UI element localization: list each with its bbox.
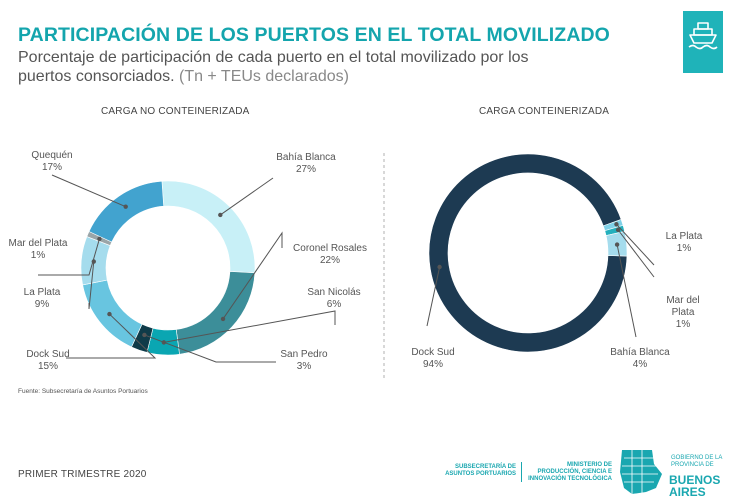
left-label-san-nicolas: San Nicolás	[307, 287, 360, 298]
left-value-coronel-rosales: 22%	[320, 255, 340, 266]
left-label-san-pedro: San Pedro	[280, 349, 328, 360]
left-label-bahia-blanca: Bahía Blanca	[276, 152, 336, 163]
donut-non-container	[80, 180, 256, 356]
left-dot-san-pedro	[142, 332, 147, 338]
right-leader-mar-del-plata	[617, 229, 655, 278]
right-leader-la-plata	[616, 223, 655, 266]
page-subtitle: Porcentaje de participación de cada puer…	[18, 48, 578, 86]
right-leader-dock-sud	[426, 266, 441, 327]
left-value-dock-sud: 15%	[38, 361, 58, 372]
chart-title-right: CARGA CONTEINERIZADA	[479, 106, 610, 117]
left-leader-coronel-rosales	[222, 231, 283, 320]
left-slice-coronel-rosales	[175, 271, 256, 355]
left-slice-bahia-blanca	[161, 180, 256, 274]
right-value-la-plata: 1%	[677, 243, 692, 254]
page-title: PARTICIPACIÓN DE LOS PUERTOS EN EL TOTAL…	[18, 24, 610, 46]
right-label-mar-del-plata-0: Mar del	[666, 295, 699, 306]
subtitle-main: Porcentaje de participación de cada puer…	[18, 49, 529, 85]
left-dot-coronel-rosales	[220, 316, 226, 322]
left-value-san-nicolas: 6%	[327, 299, 342, 310]
right-label-la-plata: La Plata	[666, 231, 703, 242]
left-dot-quequen	[123, 204, 128, 209]
left-value-bahia-blanca: 27%	[296, 164, 316, 175]
right-value-dock-sud: 94%	[423, 359, 443, 370]
right-label-bahia-blanca: Bahía Blanca	[610, 347, 670, 358]
left-label-la-plata: La Plata	[24, 287, 61, 298]
left-leader-san-nicolas	[163, 310, 336, 343]
right-label-mar-del-plata-1: Plata	[672, 307, 695, 318]
org-ministerio: MINISTERIO DE PRODUCCIÓN, CIENCIA E INNO…	[528, 462, 612, 482]
right-dot-mar-del-plata	[615, 227, 621, 233]
source-note: Fuente: Subsecretaría de Asuntos Portuar…	[18, 388, 148, 395]
left-value-san-pedro: 3%	[297, 361, 312, 372]
right-value-mar-del-plata: 1%	[676, 319, 691, 330]
left-slice-quequen	[88, 180, 164, 243]
period-label: PRIMER TRIMESTRE 2020	[18, 469, 147, 480]
left-leader-san-pedro	[144, 334, 276, 363]
left-value-quequen: 17%	[42, 162, 62, 173]
right-dot-bahia-blanca	[614, 242, 620, 247]
left-label-quequen: Quequén	[31, 150, 72, 161]
gov-label: GOBIERNO DE LA PROVINCIA DE	[671, 455, 723, 468]
left-value-la-plata: 9%	[35, 299, 50, 310]
right-leader-bahia-blanca	[616, 244, 637, 338]
left-leader-la-plata	[88, 261, 95, 310]
subtitle-note: (Tn + TEUs declarados)	[178, 68, 349, 85]
left-value-mar-del-plata: 1%	[31, 250, 46, 261]
left-dot-mar-del-plata	[97, 236, 102, 242]
left-label-dock-sud: Dock Sud	[26, 349, 69, 360]
buenos-aires-map-icon	[616, 446, 664, 496]
left-leader-bahia-blanca	[220, 177, 274, 216]
chart-title-left: CARGA NO CONTEINERIZADA	[101, 106, 250, 117]
right-slice-dock-sud	[428, 153, 628, 353]
org-subsecretaria: SUBSECRETARÍA DE ASUNTOS PORTUARIOS	[445, 464, 516, 477]
donut-container	[428, 153, 628, 353]
left-label-mar-del-plata: Mar del Plata	[9, 238, 68, 249]
left-label-coronel-rosales: Coronel Rosales	[293, 243, 367, 254]
left-dot-dock-sud	[107, 311, 112, 317]
right-dot-dock-sud	[437, 264, 442, 270]
left-dot-bahia-blanca	[218, 212, 223, 218]
left-leader-mar-del-plata	[38, 238, 100, 276]
ship-icon	[683, 11, 723, 73]
right-label-dock-sud: Dock Sud	[411, 347, 454, 358]
right-dot-la-plata	[614, 222, 619, 227]
buenos-aires-label: BUENOS AIRES	[669, 473, 721, 499]
left-leader-quequen	[51, 174, 126, 208]
footer-divider	[521, 462, 522, 482]
right-value-bahia-blanca: 4%	[633, 359, 648, 370]
left-leader-dock-sud	[66, 313, 157, 359]
